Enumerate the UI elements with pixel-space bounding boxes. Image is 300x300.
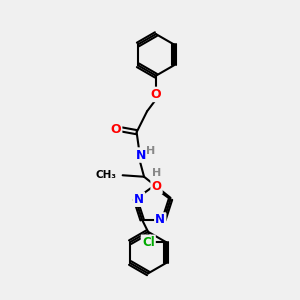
Text: CH₃: CH₃ <box>95 170 116 180</box>
Text: N: N <box>134 193 144 206</box>
Text: N: N <box>155 213 165 226</box>
Text: Cl: Cl <box>142 236 155 249</box>
Text: O: O <box>152 180 161 193</box>
Text: O: O <box>151 88 161 101</box>
Text: H: H <box>146 146 155 156</box>
Text: N: N <box>136 148 146 162</box>
Text: H: H <box>152 168 161 178</box>
Text: O: O <box>110 123 121 136</box>
